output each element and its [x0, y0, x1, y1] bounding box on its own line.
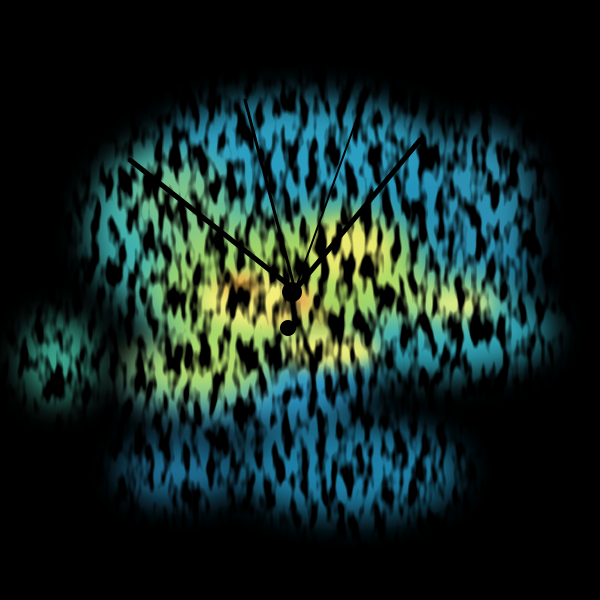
beam-blockage [127, 98, 423, 336]
echo-field [25, 100, 550, 515]
